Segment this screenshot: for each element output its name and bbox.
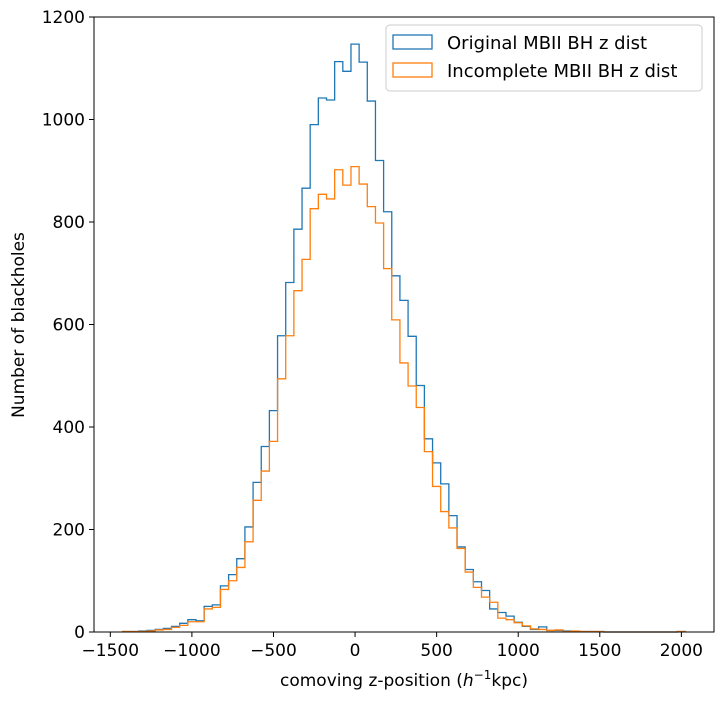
x-axis-label-prefix: comoving z-position ( [280, 671, 463, 691]
x-tick-label: −500 [250, 641, 297, 661]
x-axis-label: comoving z-position (h−1kpc) [280, 668, 528, 691]
x-axis-label-exponent: −1 [474, 668, 492, 682]
y-tick-label: 1200 [42, 8, 85, 28]
x-tick-label: 500 [420, 641, 452, 661]
x-tick-label: 2000 [660, 641, 703, 661]
y-tick-label: 200 [53, 521, 85, 541]
legend-swatch-incomplete [392, 62, 433, 78]
y-tick-label: 800 [53, 213, 85, 233]
x-tick-label: 0 [350, 641, 361, 661]
legend-label-original: Original MBII BH z dist [447, 33, 647, 54]
x-axis-ticks: −1500 −1000 −500 0 500 1000 1500 2000 [82, 632, 703, 661]
legend-label-incomplete: Incomplete MBII BH z dist [447, 61, 677, 82]
x-tick-label: 1000 [497, 641, 540, 661]
y-tick-label: 400 [53, 418, 85, 438]
x-axis-label-suffix: kpc) [491, 671, 528, 691]
x-tick-label: −1500 [82, 641, 140, 661]
y-tick-label: 600 [53, 316, 85, 336]
plot-area [121, 43, 687, 633]
x-axis-label-h: h [463, 671, 474, 691]
legend-swatch-original [392, 34, 433, 50]
y-tick-label: 1000 [42, 111, 85, 131]
x-tick-label: 1500 [578, 641, 621, 661]
legend-box [385, 24, 703, 92]
y-axis-ticks: 0 200 400 600 800 1000 1200 [42, 8, 94, 643]
histogram-incomplete-series [121, 166, 687, 633]
y-tick-label: 0 [74, 623, 85, 643]
y-axis-label: Number of blackholes [9, 232, 29, 418]
x-tick-label: −1000 [163, 641, 221, 661]
legend: Original MBII BH z dist Incomplete MBII … [385, 24, 703, 92]
